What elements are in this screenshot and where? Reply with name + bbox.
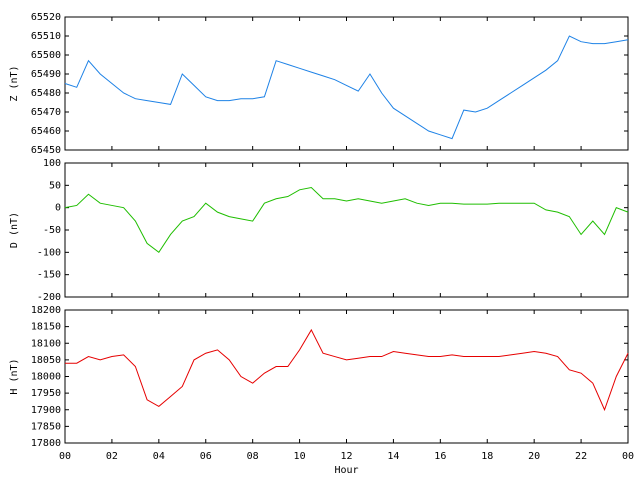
- panel-frame: [64, 162, 629, 298]
- y-tick-label: 18150: [31, 322, 61, 333]
- panel-frame: [64, 309, 629, 444]
- x-tick-label: 02: [106, 451, 118, 462]
- y-tick-label: 65450: [31, 145, 61, 156]
- x-tick-label: 10: [294, 451, 306, 462]
- x-axis-label: Hour: [334, 465, 358, 476]
- y-tick-label: -100: [37, 247, 61, 258]
- y-tick-label: -150: [37, 270, 61, 281]
- y-tick-label: 18100: [31, 338, 61, 349]
- y-axis-label: Z (nT): [9, 65, 20, 101]
- y-tick-label: 0: [55, 203, 61, 214]
- x-tick-label: 12: [340, 451, 352, 462]
- y-tick-label: 65470: [31, 107, 61, 118]
- y-tick-label: 17850: [31, 421, 61, 432]
- x-tick-label: 22: [575, 451, 587, 462]
- panel-frame: [64, 16, 629, 151]
- y-axis-label: D (nT): [9, 212, 20, 248]
- y-tick-label: 100: [43, 158, 61, 169]
- y-axis-label: H (nT): [9, 358, 20, 394]
- y-tick-label: -50: [43, 225, 61, 236]
- x-tick-label: 06: [200, 451, 212, 462]
- x-tick-label: 00: [622, 451, 634, 462]
- y-tick-label: 18200: [31, 305, 61, 316]
- y-tick-label: 65500: [31, 50, 61, 61]
- y-tick-label: 18050: [31, 355, 61, 366]
- data-line: [64, 187, 629, 254]
- x-tick-label: 08: [247, 451, 259, 462]
- x-tick-label: 20: [528, 451, 540, 462]
- x-tick-label: 00: [59, 451, 71, 462]
- y-tick-label: 18000: [31, 372, 61, 383]
- y-tick-label: 17900: [31, 405, 61, 416]
- y-tick-label: 65480: [31, 88, 61, 99]
- x-tick-label: 16: [434, 451, 446, 462]
- y-tick-label: 17950: [31, 388, 61, 399]
- x-tick-label: 04: [153, 451, 165, 462]
- y-tick-label: 65490: [31, 69, 61, 80]
- data-line: [65, 328, 629, 412]
- y-tick-label: 17800: [31, 438, 61, 449]
- data-line: [64, 35, 629, 140]
- y-tick-label: -200: [37, 292, 61, 303]
- y-tick-label: 65520: [31, 12, 61, 23]
- y-tick-label: 65460: [31, 126, 61, 137]
- x-tick-label: 18: [481, 451, 493, 462]
- x-tick-label: 14: [387, 451, 399, 462]
- y-tick-label: 50: [49, 180, 61, 191]
- y-tick-label: 65510: [31, 31, 61, 42]
